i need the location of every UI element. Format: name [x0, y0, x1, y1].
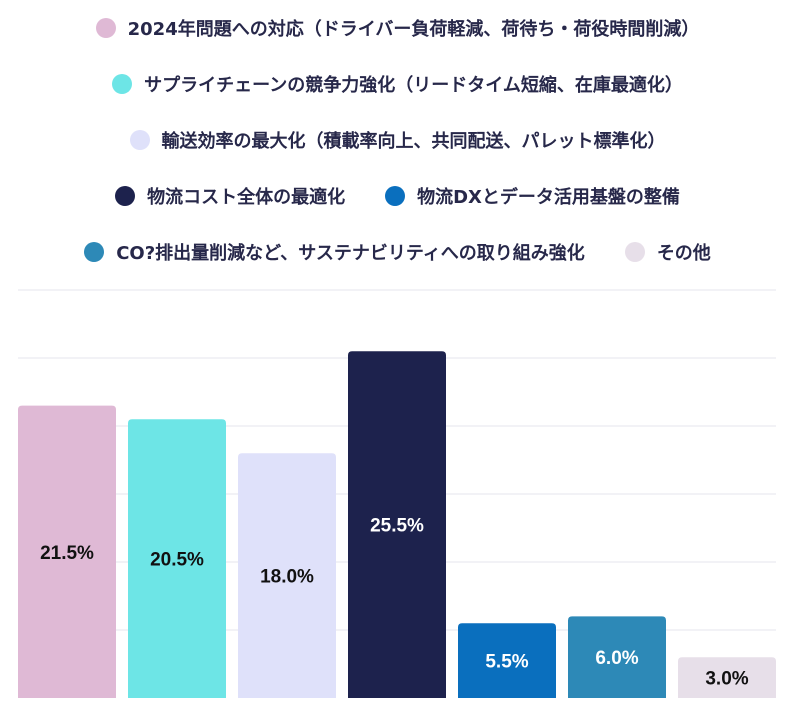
legend-swatch-6	[624, 242, 645, 262]
legend: 2024年問題への対応（ドライバー負荷軽減、荷待ち・荷役時間削減） サプライチェ…	[0, 0, 795, 280]
legend-row-1: 2024年問題への対応（ドライバー負荷軽減、荷待ち・荷役時間削減）	[0, 0, 795, 56]
legend-row-2: サプライチェーンの競争力強化（リードタイム短縮、在庫最適化）	[0, 56, 795, 112]
legend-swatch-5	[84, 242, 105, 262]
legend-swatch-0	[95, 18, 116, 38]
bar-1[interactable]	[128, 419, 226, 698]
legend-item-6[interactable]: その他	[624, 239, 711, 265]
legend-item-1[interactable]: サプライチェーンの競争力強化（リードタイム短縮、在庫最適化）	[112, 71, 683, 97]
legend-label-0: 2024年問題への対応（ドライバー負荷軽減、荷待ち・荷役時間削減）	[127, 19, 700, 40]
bar-2[interactable]	[238, 453, 336, 698]
bar-value-label-3: 25.5%	[370, 516, 424, 537]
legend-label-3: 物流コスト全体の最適化	[147, 187, 346, 208]
bar-value-label-4: 5.5%	[485, 652, 528, 673]
legend-swatch-4	[385, 186, 406, 206]
bar-3[interactable]	[348, 351, 446, 698]
bar-value-label-6: 3.0%	[705, 669, 748, 690]
legend-swatch-2	[129, 130, 150, 150]
bar-value-label-0: 21.5%	[40, 543, 94, 564]
legend-swatch-3	[115, 186, 136, 206]
bar-value-label-5: 6.0%	[595, 648, 638, 669]
bar-value-label-1: 20.5%	[150, 550, 204, 571]
bar-5[interactable]	[568, 616, 666, 698]
legend-item-5[interactable]: CO?排出量削減など、サステナビリティへの取り組み強化	[84, 239, 585, 265]
legend-swatch-1	[112, 74, 133, 94]
legend-label-4: 物流DXとデータ活用基盤の整備	[417, 187, 680, 208]
bar-0[interactable]	[18, 405, 116, 698]
bar-value-label-2: 18.0%	[260, 567, 314, 588]
legend-row-3: 輸送効率の最大化（積載率向上、共同配送、パレット標準化）	[0, 112, 795, 168]
legend-label-6: その他	[656, 243, 711, 264]
bar-4[interactable]	[458, 623, 556, 698]
bar-6[interactable]	[678, 657, 776, 698]
legend-item-3[interactable]: 物流コスト全体の最適化	[115, 183, 345, 209]
legend-label-2: 輸送効率の最大化（積載率向上、共同配送、パレット標準化）	[161, 131, 666, 152]
legend-row-4: 物流コスト全体の最適化 物流DXとデータ活用基盤の整備	[0, 168, 795, 224]
legend-item-2[interactable]: 輸送効率の最大化（積載率向上、共同配送、パレット標準化）	[129, 127, 666, 153]
legend-label-1: サプライチェーンの競争力強化（リードタイム短縮、在庫最適化）	[144, 75, 683, 96]
legend-item-0[interactable]: 2024年問題への対応（ドライバー負荷軽減、荷待ち・荷役時間削減）	[95, 15, 700, 41]
legend-item-4[interactable]: 物流DXとデータ活用基盤の整備	[385, 183, 680, 209]
legend-label-5: CO?排出量削減など、サステナビリティへの取り組み強化	[116, 243, 585, 264]
legend-row-5: CO?排出量削減など、サステナビリティへの取り組み強化 その他	[0, 224, 795, 280]
